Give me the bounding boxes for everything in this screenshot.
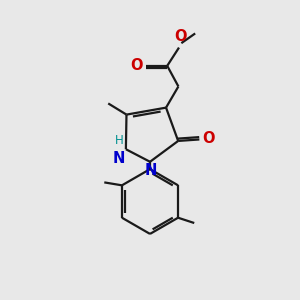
Text: N: N xyxy=(144,163,157,178)
Text: O: O xyxy=(130,58,142,73)
Text: N: N xyxy=(113,151,125,166)
Text: O: O xyxy=(202,131,215,146)
Text: O: O xyxy=(174,29,187,44)
Text: H: H xyxy=(115,134,124,147)
